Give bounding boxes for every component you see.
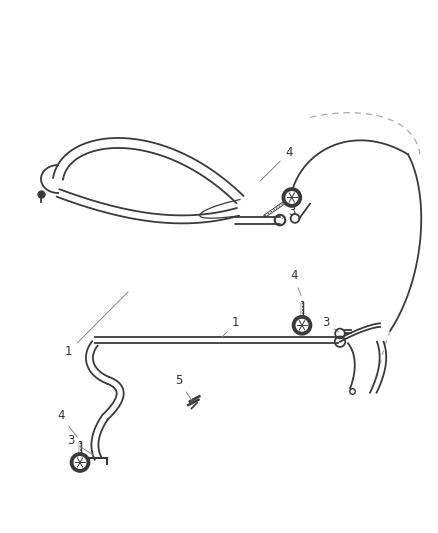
Circle shape [296,319,308,331]
Text: 3: 3 [282,205,295,219]
Circle shape [71,453,90,472]
Text: 3: 3 [322,316,339,332]
Text: 1: 1 [222,316,240,337]
Circle shape [292,316,311,335]
Text: 5: 5 [175,374,191,400]
Circle shape [286,192,297,203]
Text: 4: 4 [57,409,78,437]
Text: 3: 3 [67,434,94,455]
Text: 4: 4 [290,270,301,295]
Text: 1: 1 [65,292,128,358]
Circle shape [74,457,86,469]
Circle shape [282,188,301,207]
Text: 4: 4 [260,146,293,181]
